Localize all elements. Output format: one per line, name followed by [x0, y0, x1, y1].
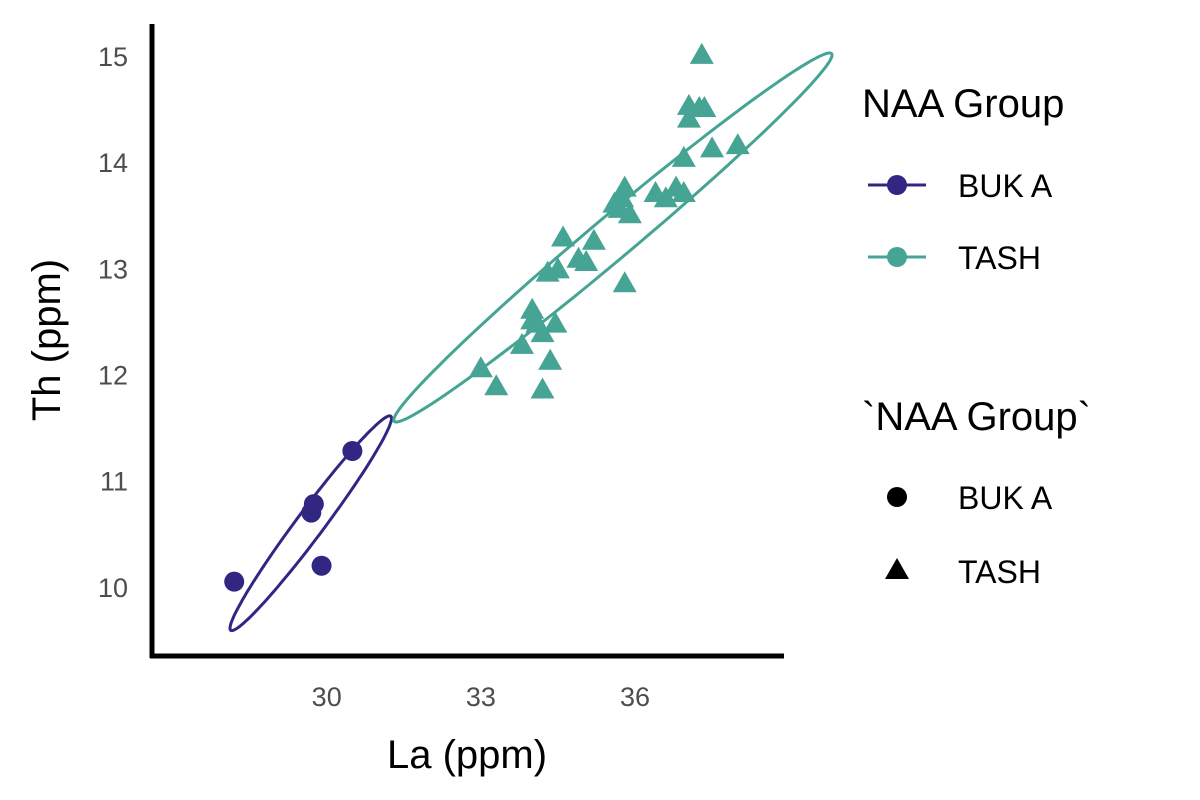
point-tash — [610, 186, 635, 208]
point-tash — [530, 321, 555, 343]
legend-triangle-marker — [885, 558, 909, 579]
point-tash — [676, 106, 701, 128]
point-tash — [671, 145, 696, 167]
point-tash — [530, 377, 555, 399]
legend-shape: `NAA Group` BUK A TASH — [862, 395, 1091, 590]
y-tick-label: 12 — [98, 361, 128, 391]
point-buk-a — [224, 571, 245, 592]
legend-color-label-buk-a: BUK A — [958, 168, 1053, 204]
x-tick-label: 36 — [620, 682, 650, 712]
point-tash — [612, 271, 637, 293]
x-axis-title: La (ppm) — [387, 733, 547, 777]
tick-labels: 30 33 36 10 11 12 13 14 15 — [98, 42, 650, 712]
point-tash — [692, 95, 717, 117]
data-points — [224, 42, 750, 592]
x-tick-label: 30 — [312, 682, 342, 712]
legend-dot-tash — [887, 247, 907, 267]
y-tick-label: 14 — [98, 148, 128, 178]
point-tash — [484, 374, 509, 396]
legend-color-key-buk-a — [868, 175, 926, 195]
point-tash — [545, 257, 570, 279]
point-tash — [689, 42, 714, 64]
legend-circle-marker — [887, 487, 907, 507]
point-tash — [700, 136, 725, 158]
legend-color: NAA Group BUK A TASH — [862, 82, 1064, 276]
point-tash — [520, 297, 545, 319]
y-axis-title: Th (ppm) — [25, 259, 69, 421]
legend-color-label-tash: TASH — [958, 240, 1041, 276]
y-tick-label: 15 — [98, 42, 128, 72]
point-tash — [551, 225, 576, 247]
legend-color-key-tash — [868, 247, 926, 267]
y-tick-label: 13 — [98, 254, 128, 284]
point-tash — [617, 202, 642, 224]
point-tash — [725, 133, 750, 155]
ellipse-buk-a — [228, 414, 393, 633]
point-tash — [543, 311, 568, 333]
x-tick-label: 33 — [466, 682, 496, 712]
point-tash — [574, 249, 599, 271]
point-tash — [671, 180, 696, 202]
legend-shape-title: `NAA Group` — [862, 395, 1091, 439]
legend-dot-buk-a — [887, 175, 907, 195]
point-buk-a — [303, 494, 324, 515]
point-tash — [509, 332, 534, 354]
point-tash — [653, 186, 678, 208]
legend-shape-label-tash: TASH — [958, 554, 1041, 590]
axes — [149, 24, 784, 659]
y-tick-label: 10 — [98, 573, 128, 603]
point-tash — [612, 175, 637, 197]
legend-color-title: NAA Group — [862, 82, 1064, 126]
ellipse-tash — [392, 51, 834, 424]
point-tash — [581, 228, 606, 250]
point-tash — [538, 348, 563, 370]
legend-shape-label-buk-a: BUK A — [958, 480, 1053, 516]
point-tash — [468, 356, 493, 378]
y-tick-label: 11 — [100, 467, 128, 497]
point-buk-a — [342, 440, 363, 461]
point-buk-a — [311, 555, 332, 576]
